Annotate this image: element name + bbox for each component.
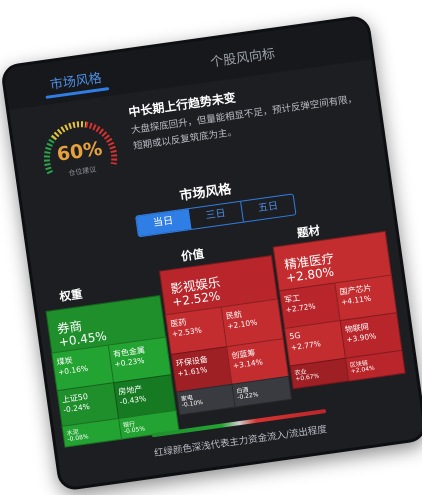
cell-change: -0.10% xyxy=(181,399,204,409)
gauge-arc-icon xyxy=(43,121,118,175)
period-three-day[interactable]: 三日 xyxy=(188,201,244,229)
period-five-day[interactable]: 五日 xyxy=(257,200,279,215)
phone-screen: 市场风格 个股风向标 60% 仓位建议 中长期上行趋势未变 大盘探底回升，但量能… xyxy=(0,14,422,492)
cell-change: +2.77% xyxy=(290,339,322,353)
column-theme: 题材 xyxy=(296,223,321,241)
cell-change: -0.22% xyxy=(236,391,259,402)
column-value: 价值 xyxy=(180,246,205,264)
cell-change: -0.05% xyxy=(123,425,146,436)
tab-stock-trend[interactable]: 个股风向标 xyxy=(209,46,276,71)
cell-change: -0.08% xyxy=(67,433,90,444)
period-today[interactable]: 当日 xyxy=(136,209,192,237)
column-weight: 权重 xyxy=(58,286,84,304)
position-gauge: 60% 仓位建议 xyxy=(33,111,125,188)
cell-name: 5G xyxy=(288,330,302,342)
